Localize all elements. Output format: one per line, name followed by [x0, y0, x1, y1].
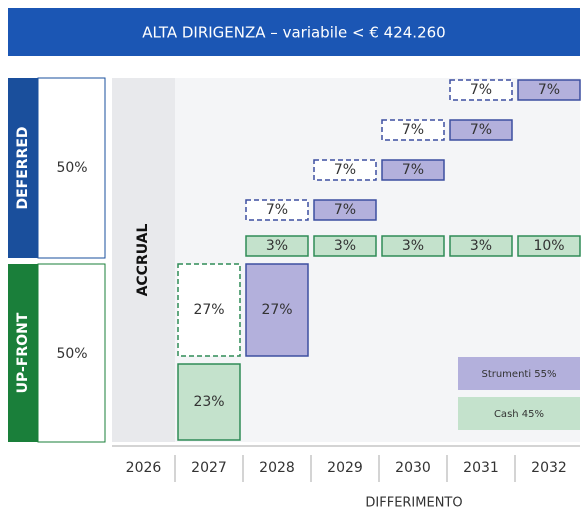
- legend-label: Cash 45%: [494, 409, 544, 420]
- pending-box: [313, 159, 377, 181]
- instruments-box: [245, 263, 309, 357]
- instruments-box: [381, 159, 445, 181]
- pending-text: 7%: [266, 202, 288, 218]
- title-bar: [8, 8, 580, 56]
- cash-box: [313, 235, 377, 257]
- year-label: 2031: [463, 460, 499, 476]
- cash-text: 10%: [533, 238, 564, 254]
- instruments-text: 7%: [402, 162, 424, 178]
- cash-text: 23%: [193, 394, 224, 410]
- cash-box: [449, 235, 513, 257]
- year-label: 2030: [395, 460, 431, 476]
- instruments-box: [313, 199, 377, 221]
- year-label: 2026: [126, 460, 162, 476]
- upfront-box: [37, 263, 106, 443]
- cash-box: [245, 235, 309, 257]
- legend-swatch: [458, 397, 580, 430]
- accrual-column: [112, 78, 175, 442]
- instruments-text: 7%: [538, 82, 560, 98]
- instruments-box: [517, 79, 581, 101]
- cash-text: 3%: [470, 238, 492, 254]
- cash-box: [517, 235, 581, 257]
- cash-box: [177, 363, 241, 441]
- pending-text: 7%: [470, 82, 492, 98]
- accrual-label: ACCRUAL: [135, 223, 151, 296]
- deferred-band: [8, 78, 38, 258]
- upfront-label: UP-FRONT: [15, 312, 31, 393]
- legend-label: Strumenti 55%: [481, 369, 556, 380]
- deferred-box: [37, 77, 106, 259]
- title: ALTA DIRIGENZA – variabile < € 424.260: [142, 24, 445, 42]
- instruments-box: [449, 119, 513, 141]
- year-label: 2027: [191, 460, 227, 476]
- pending-box: [245, 199, 309, 221]
- upfront-band: [8, 264, 38, 442]
- instruments-text: 7%: [470, 122, 492, 138]
- pending-box: [381, 119, 445, 141]
- year-label: 2028: [259, 460, 295, 476]
- cash-text: 3%: [334, 238, 356, 254]
- cash-box: [381, 235, 445, 257]
- pending-box: [177, 263, 241, 357]
- year-label: 2029: [327, 460, 363, 476]
- year-label: 2032: [531, 460, 567, 476]
- deferred-share: 50%: [56, 160, 87, 176]
- upfront-share: 50%: [56, 346, 87, 362]
- legend-swatch: [458, 357, 580, 390]
- pending-box: [449, 79, 513, 101]
- pending-text: 7%: [402, 122, 424, 138]
- axis-label: DIFFERIMENTO: [365, 496, 462, 511]
- cash-text: 3%: [402, 238, 424, 254]
- pending-text: 7%: [334, 162, 356, 178]
- cash-text: 3%: [266, 238, 288, 254]
- instruments-text: 27%: [261, 302, 292, 318]
- instruments-text: 7%: [334, 202, 356, 218]
- pending-text: 27%: [193, 302, 224, 318]
- deferred-label: DEFERRED: [15, 126, 31, 209]
